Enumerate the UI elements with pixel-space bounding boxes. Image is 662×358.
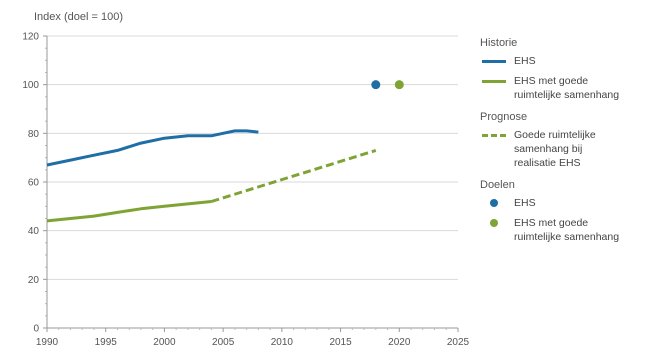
y-tick-label: 0 <box>33 324 39 335</box>
x-tick-label: 2005 <box>212 337 235 348</box>
legend-dot-marker <box>490 219 498 227</box>
target-point-2 <box>394 80 404 90</box>
legend-swatch <box>480 74 514 88</box>
x-tick-label: 2010 <box>271 337 294 348</box>
y-axis-title: Index (doel = 100) <box>34 11 123 23</box>
legend-item-label: Goede ruimtelijke samenhang bij realisat… <box>514 129 596 169</box>
y-tick-label: 60 <box>28 178 40 189</box>
legend-group-title: Historie <box>480 37 518 49</box>
target-point-1 <box>371 80 381 90</box>
legend-swatch <box>480 128 514 142</box>
grid-lines <box>47 35 458 280</box>
x-tick-label: 2020 <box>388 337 411 348</box>
x-tick-label: 2025 <box>447 337 470 348</box>
target-points <box>371 80 404 90</box>
series-line-2 <box>46 200 212 223</box>
legend-item: EHS <box>480 54 662 68</box>
legend-item: Goede ruimtelijke samenhang bij realisat… <box>480 128 662 170</box>
x-tick-label: 1990 <box>36 337 59 348</box>
legend-item-label: EHS met goede ruimtelijke samenhang <box>514 217 620 243</box>
legend-item-label: EHS <box>514 55 536 67</box>
legend-item-label: EHS <box>514 197 536 209</box>
legend-item-label: EHS met goede ruimtelijke samenhang <box>514 75 620 101</box>
legend-line-marker <box>482 80 506 83</box>
legend: Historie EHS EHS met goede ruimtelijke sam… <box>480 36 662 250</box>
legend-swatch <box>480 216 514 230</box>
legend-group-title: Prognose <box>480 111 528 123</box>
legend-line-marker <box>482 60 506 63</box>
legend-item: EHS <box>480 196 662 210</box>
legend-dashed-line-marker <box>482 134 506 137</box>
y-tick-label: 80 <box>28 129 40 140</box>
x-tick-label: 2015 <box>329 337 352 348</box>
legend-item: EHS met goede ruimtelijke samenhang <box>480 216 662 244</box>
x-tick-label: 1995 <box>95 337 118 348</box>
legend-swatch <box>480 196 514 210</box>
legend-item: EHS met goede ruimtelijke samenhang <box>480 74 662 102</box>
x-tick-label: 2000 <box>153 337 176 348</box>
y-tick-label: 100 <box>22 80 39 91</box>
series-line-3 <box>210 148 377 203</box>
chart-plot: Index (doel = 100) 0 20 40 60 80 100 120 1990 19… <box>22 11 469 349</box>
y-tick-label: 20 <box>28 275 40 286</box>
legend-swatch <box>480 54 514 68</box>
y-tick-label: 120 <box>22 32 39 43</box>
axes: 0 20 40 60 80 100 120 1990 1995 2000 2005 2010 2015 2… <box>22 32 469 349</box>
legend-group-title: Doelen <box>480 179 515 191</box>
series-lines <box>46 129 377 223</box>
series-line-1 <box>46 129 259 167</box>
y-tick-label: 40 <box>28 226 40 237</box>
legend-dot-marker <box>490 199 498 207</box>
